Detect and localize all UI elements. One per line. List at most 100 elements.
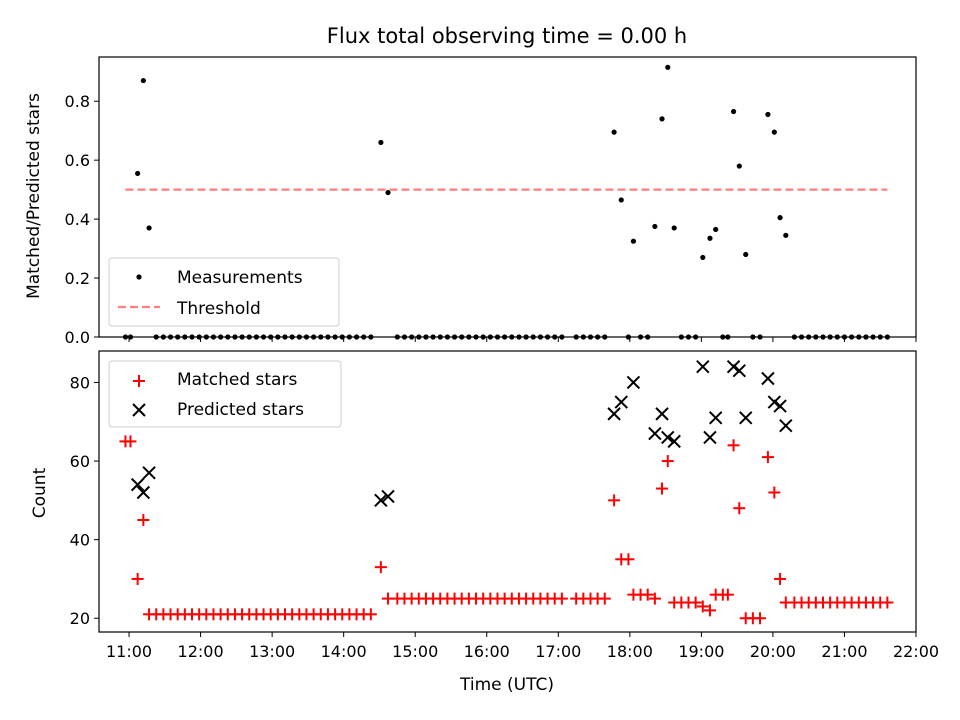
measurement-point [167, 334, 174, 340]
measurement-point [140, 77, 146, 84]
measurement-point [289, 334, 295, 340]
measurement-point [750, 334, 756, 340]
predicted-star-point [667, 434, 681, 449]
chart-title: Flux total observing time = 0.00 h [327, 24, 687, 48]
legend-predicted-label: Predicted stars [177, 400, 304, 420]
measurement-point [346, 334, 352, 340]
top-y-tick-label: 0.8 [65, 92, 90, 111]
x-tick-label: 14:00 [321, 642, 367, 661]
measurement-point [487, 334, 493, 340]
matched-star-point [641, 588, 654, 601]
measurement-point [423, 334, 429, 340]
measurement-point [813, 334, 819, 340]
x-tick-label: 11:00 [106, 642, 152, 661]
top-y-tick-label: 0.4 [65, 210, 90, 229]
measurement-point [437, 334, 443, 340]
measurement-point [771, 129, 777, 135]
measurement-point [430, 334, 436, 340]
legend-measurements-marker [136, 274, 142, 280]
measurement-point [625, 334, 632, 340]
x-tick-label: 16:00 [464, 642, 510, 661]
measurement-point [516, 334, 522, 340]
matched-star-point [881, 596, 894, 609]
measurement-point [765, 111, 771, 118]
measurement-point [253, 334, 259, 340]
top-y-tick-label: 0.2 [65, 269, 90, 288]
measurement-point [353, 334, 360, 340]
x-tick-label: 12:00 [178, 642, 224, 661]
measurement-point [218, 334, 224, 340]
matched-star-point [727, 439, 740, 452]
measurement-point [827, 334, 833, 340]
measurement-point [409, 334, 415, 340]
bottom-legend-box [108, 360, 342, 428]
measurement-point [720, 334, 726, 340]
measurement-point [444, 334, 451, 340]
predicted-star-point [142, 466, 156, 480]
matched-star-point [721, 588, 734, 601]
measurement-point [339, 334, 345, 340]
measurement-point [849, 334, 855, 340]
top-axes-frame [98, 56, 917, 338]
measurement-point [160, 334, 166, 340]
measurement-point [834, 334, 840, 340]
measurement-point [725, 334, 731, 340]
measurement-point [523, 334, 529, 340]
matched-star-point [656, 482, 669, 495]
measurement-point [122, 334, 129, 340]
measurement-point [203, 334, 209, 340]
measurement-point [806, 334, 812, 340]
measurement-point [296, 334, 302, 340]
matched-star-point [768, 486, 781, 499]
matched-star-point [555, 592, 568, 605]
measurement-point [652, 223, 658, 230]
measurement-point [153, 334, 159, 340]
legend-measurements-label: Measurements [177, 268, 303, 288]
measurement-point [401, 334, 408, 340]
measurement-point [856, 334, 862, 340]
x-tick-label: 18:00 [607, 642, 653, 661]
measurement-point [332, 334, 338, 340]
x-tick-label: 21:00 [821, 642, 867, 661]
measurement-point [502, 334, 508, 340]
top-y-tick-label: 0.6 [65, 151, 90, 170]
bottom-legend: Matched stars Predicted stars [108, 360, 342, 428]
measurement-point [637, 334, 644, 340]
measurement-point [544, 334, 551, 340]
measurement-point [368, 334, 374, 340]
matched-star-point [622, 553, 635, 566]
bottom-y-tick-label: 20 [70, 609, 90, 628]
measurement-point [232, 334, 238, 340]
measurement-point [246, 334, 252, 340]
x-tick-label: 13:00 [249, 642, 295, 661]
x-tick-label: 17:00 [535, 642, 581, 661]
measurement-point [552, 334, 558, 340]
predicted-star-point [761, 371, 775, 386]
measurement-point [268, 334, 274, 340]
predicted-star-point [703, 430, 717, 445]
measurement-point [820, 334, 826, 340]
predicted-star-point [648, 426, 662, 441]
measurement-point [459, 334, 465, 340]
matched-star-point [761, 451, 774, 464]
top-legend-box [108, 257, 340, 327]
measurement-point [730, 108, 737, 115]
measurement-point [494, 334, 501, 340]
top-legend: Measurements Threshold [108, 257, 340, 327]
matched-star-point [598, 592, 611, 605]
predicted-star-point [661, 430, 675, 445]
predicted-star-point [767, 395, 782, 409]
measurement-point [602, 334, 608, 340]
top-y-tick-label: 0.0 [65, 328, 90, 347]
predicted-star-point [381, 489, 395, 504]
measurement-point [707, 235, 713, 241]
predicted-star-point [779, 418, 793, 433]
measurement-point [877, 334, 883, 340]
measurement-point [611, 129, 617, 135]
measurement-point [135, 170, 141, 177]
bottom-y-axis-label: Count [30, 467, 50, 518]
measurement-point [189, 334, 195, 340]
measurement-point [451, 334, 458, 340]
